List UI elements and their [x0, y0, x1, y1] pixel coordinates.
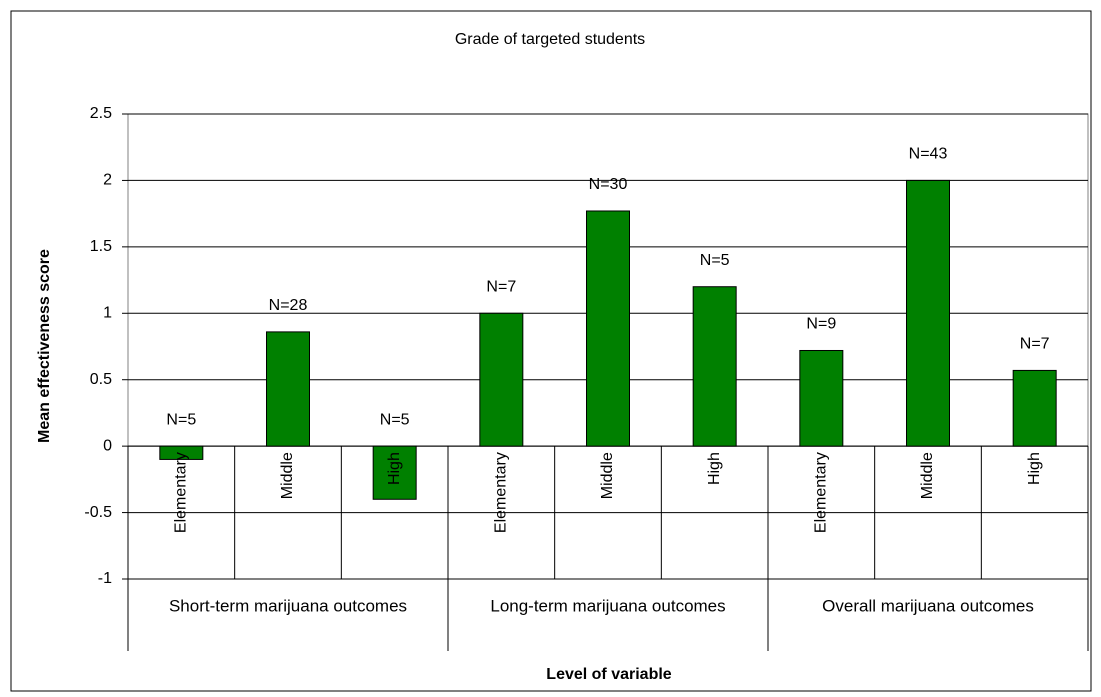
group-label: Overall marijuana outcomes	[822, 596, 1034, 615]
y-axis-title: Mean effectiveness score	[36, 249, 53, 443]
data-annotation: N=28	[269, 297, 308, 314]
bar	[372, 445, 417, 500]
data-annotation: N=43	[909, 146, 948, 163]
y-tick-label: 2.5	[90, 105, 112, 122]
y-tick-label: 1.5	[90, 238, 112, 255]
bar	[266, 331, 310, 447]
x-tick-label: Elementary	[813, 452, 830, 533]
x-tick-label: High	[706, 452, 723, 485]
group-label: Short-term marijuana outcomes	[169, 596, 407, 615]
data-annotation: N=7	[1020, 336, 1050, 353]
chart-title: Grade of targeted students	[455, 31, 645, 48]
bar	[479, 312, 524, 447]
bar	[1012, 369, 1057, 447]
x-tick-label: Elementary	[493, 452, 510, 533]
data-annotation: N=5	[166, 411, 196, 428]
group-label: Long-term marijuana outcomes	[490, 596, 725, 615]
data-annotation: N=5	[700, 252, 730, 269]
y-tick-label: 2	[103, 172, 112, 189]
x-tick-label: Middle	[279, 452, 296, 499]
data-annotation: N=5	[380, 411, 410, 428]
data-annotation: N=30	[589, 176, 628, 193]
x-tick-label: Elementary	[173, 452, 190, 533]
x-tick-label: High	[1026, 452, 1043, 485]
x-tick-label: High	[386, 452, 403, 485]
y-tick-label: -1	[98, 570, 112, 587]
y-tick-label: -0.5	[84, 504, 112, 521]
data-annotation: N=7	[486, 279, 516, 296]
y-tick-label: 0.5	[90, 371, 112, 388]
bar	[692, 286, 737, 447]
y-tick-label: 1	[103, 305, 112, 322]
x-axis-title: Level of variable	[546, 666, 671, 683]
bar	[799, 349, 844, 447]
bar	[586, 210, 630, 447]
y-tick-label: 0	[103, 437, 112, 454]
bar	[906, 179, 950, 447]
x-tick-label: Middle	[919, 452, 936, 499]
x-tick-label: Middle	[599, 452, 616, 499]
bar	[159, 445, 204, 460]
data-annotation: N=9	[806, 316, 836, 333]
